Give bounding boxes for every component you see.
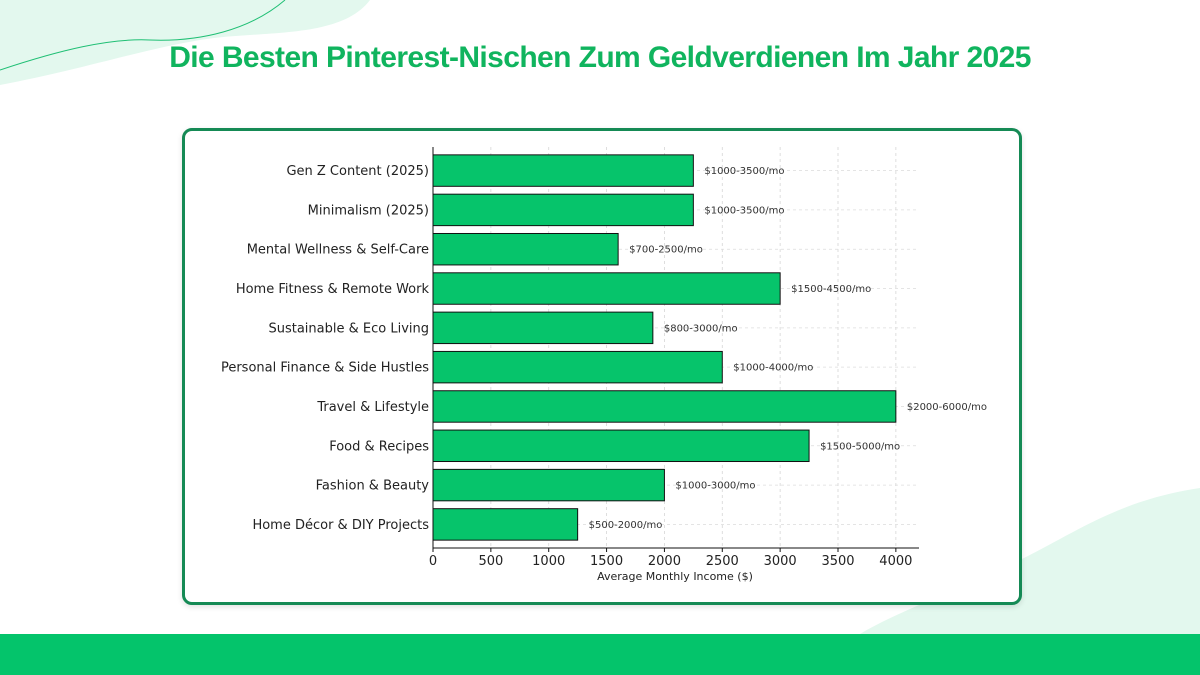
- bar: [432, 232, 619, 266]
- value-label: $1000-4000/mo: [733, 363, 813, 374]
- axes: 0 500 1000 1500 2000 2500 3000 3500 4000: [429, 147, 919, 569]
- bar: [432, 272, 781, 305]
- top-left-wave-shape: [0, 0, 370, 85]
- x-tick-label: 2500: [706, 554, 739, 569]
- value-labels: $1000-3500/mo $1000-3500/mo $700-2500/mo $1…: [589, 166, 987, 531]
- category-label: Home Fitness & Remote Work: [236, 282, 430, 297]
- value-label: $500-2000/mo: [589, 520, 663, 531]
- x-tick-label: 3500: [821, 554, 854, 569]
- bar: [432, 468, 665, 502]
- bar: [432, 508, 579, 541]
- category-label: Gen Z Content (2025): [286, 164, 429, 179]
- value-label: $700-2500/mo: [629, 245, 703, 256]
- value-label: $2000-6000/mo: [907, 402, 987, 413]
- x-axis-label: Average Monthly Income ($): [597, 570, 753, 583]
- x-tick-label: 0: [429, 554, 437, 569]
- value-label: $1000-3500/mo: [704, 205, 784, 216]
- bar: [432, 311, 654, 345]
- bar: [432, 429, 810, 463]
- bar: [432, 154, 694, 187]
- x-tick-label: 1500: [590, 554, 623, 569]
- x-tick-label: 4000: [879, 554, 912, 569]
- category-label: Mental Wellness & Self-Care: [247, 243, 429, 258]
- value-label: $1500-4500/mo: [791, 284, 871, 295]
- bottom-band: [0, 634, 1200, 675]
- bar: [432, 350, 723, 384]
- category-label: Minimalism (2025): [308, 203, 429, 218]
- category-label: Fashion & Beauty: [316, 479, 430, 494]
- category-label: Sustainable & Eco Living: [268, 321, 429, 336]
- category-label: Food & Recipes: [329, 439, 429, 454]
- value-label: $1000-3500/mo: [704, 166, 784, 177]
- chart-card: Gen Z Content (2025) Minimalism (2025) Men…: [182, 128, 1022, 605]
- bar-chart: Gen Z Content (2025) Minimalism (2025) Men…: [221, 147, 987, 583]
- category-label: Home Décor & DIY Projects: [252, 518, 429, 533]
- bar: [432, 390, 897, 423]
- page-title: Die Besten Pinterest-Nischen Zum Geldver…: [169, 41, 1031, 74]
- category-label: Travel & Lifestyle: [316, 400, 429, 415]
- category-labels: Gen Z Content (2025) Minimalism (2025) Men…: [221, 164, 430, 533]
- x-tick-label: 3000: [764, 554, 797, 569]
- value-label: $800-3000/mo: [664, 323, 738, 334]
- top-left-wave-line: [0, 0, 286, 71]
- category-label: Personal Finance & Side Hustles: [221, 361, 429, 376]
- value-label: $1000-3000/mo: [675, 481, 755, 492]
- bars: [432, 154, 897, 541]
- x-tick-label: 2000: [648, 554, 681, 569]
- x-tick-label: 500: [478, 554, 503, 569]
- x-tick-label: 1000: [532, 554, 565, 569]
- bar: [432, 193, 694, 227]
- value-label: $1500-5000/mo: [820, 441, 900, 452]
